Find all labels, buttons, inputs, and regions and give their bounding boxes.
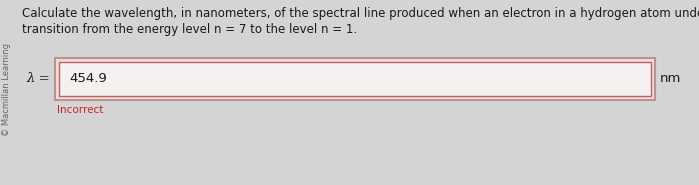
Text: Incorrect: Incorrect (57, 105, 103, 115)
Text: nm: nm (660, 73, 682, 85)
Text: Calculate the wavelength, in nanometers, of the spectral line produced when an e: Calculate the wavelength, in nanometers,… (22, 6, 699, 19)
Text: transition from the energy level n = 7 to the level n = 1.: transition from the energy level n = 7 t… (22, 23, 357, 36)
Bar (59, 62, 651, 96)
Bar (55, 58, 655, 100)
Text: 454.9: 454.9 (69, 73, 107, 85)
Text: © Macmillan Learning: © Macmillan Learning (3, 43, 11, 137)
Text: λ =: λ = (27, 73, 50, 85)
